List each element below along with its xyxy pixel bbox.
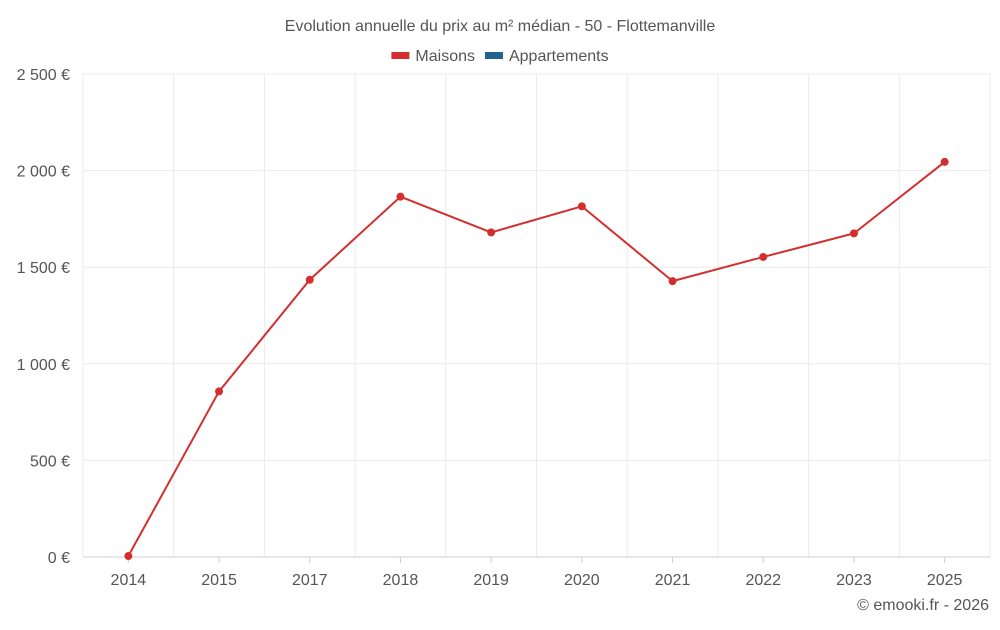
legend-swatch (391, 52, 410, 59)
x-tick-label: 2018 (383, 572, 419, 589)
y-tick-label: 1 500 € (17, 260, 70, 277)
data-point (305, 275, 314, 284)
series-layer (124, 157, 949, 561)
legend-label: Maisons (415, 48, 475, 65)
data-point (668, 277, 677, 286)
grid (82, 73, 991, 558)
data-point (577, 202, 586, 211)
y-tick-label: 1 000 € (17, 357, 70, 374)
data-point (215, 387, 224, 396)
x-tick-label: 2017 (292, 572, 328, 589)
data-point (487, 228, 496, 237)
legend-swatch (484, 52, 503, 59)
chart-title: Evolution annuelle du prix au m² médian … (285, 18, 716, 35)
data-point (759, 252, 768, 261)
data-point (124, 552, 133, 561)
x-tick-label: 2015 (201, 572, 237, 589)
x-tick-label: 2023 (836, 572, 872, 589)
legend: Maisons Appartements (391, 48, 609, 65)
legend-item-maisons[interactable]: Maisons (391, 48, 475, 65)
y-tick-label: 2 000 € (17, 164, 70, 181)
x-tick-label: 2025 (927, 572, 963, 589)
y-tick-label: 2 500 € (17, 67, 70, 84)
data-point (396, 192, 405, 201)
y-tick-label: 500 € (30, 453, 70, 470)
series-line-maisons (127, 161, 946, 557)
data-point (940, 157, 949, 166)
legend-item-appartements[interactable]: Appartements (484, 48, 609, 65)
y-tick-label: 0 € (48, 550, 70, 567)
x-tick-label: 2021 (655, 572, 691, 589)
credit-text: © emooki.fr - 2026 (857, 597, 989, 614)
x-tick-label: 2020 (564, 572, 600, 589)
data-point (849, 229, 858, 238)
x-tick-label: 2014 (111, 572, 147, 589)
x-tick-label: 2019 (473, 572, 509, 589)
axes: 0 € 500 € 1 000 € 1 500 € 2 000 € 2 500 € 2014… (17, 67, 990, 589)
x-tick-label: 2022 (745, 572, 781, 589)
legend-label: Appartements (509, 48, 609, 65)
